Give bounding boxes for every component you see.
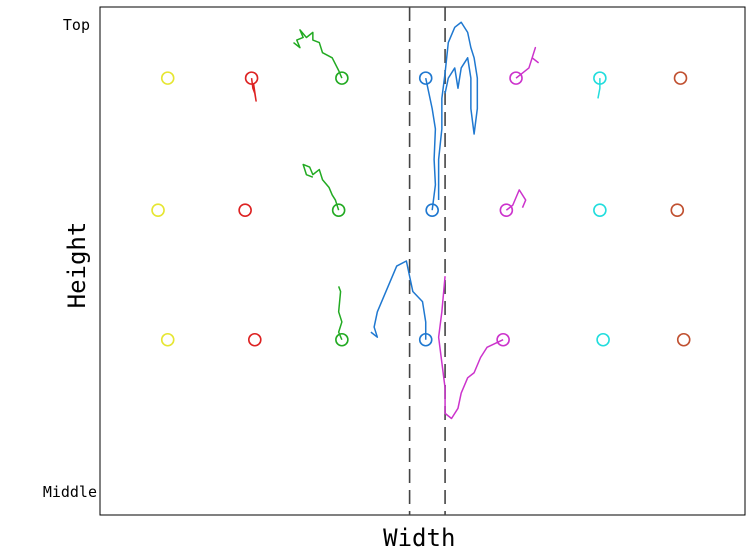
trajectory-line-6 — [437, 21, 479, 201]
marker-row3-point4 — [418, 332, 433, 347]
trajectory-line-1 — [250, 78, 257, 102]
x-axis-label: Width — [383, 524, 455, 550]
trajectory-line-3 — [302, 163, 340, 211]
marker-row3-point3 — [335, 332, 349, 347]
trajectory-line-9 — [505, 189, 527, 211]
trajectory-line-11 — [597, 78, 601, 99]
y-axis-label: Height — [63, 222, 91, 309]
marker-row1-point2 — [244, 71, 259, 85]
marker-row1-point1 — [160, 71, 175, 85]
marker-row1-point4 — [418, 71, 433, 85]
marker-row3-point1 — [160, 332, 175, 347]
marker-row2-point6 — [593, 203, 607, 217]
trajectory-line-4 — [337, 286, 343, 341]
marker-row3-point5 — [496, 332, 510, 347]
marker-row3-point2 — [248, 332, 262, 347]
plot-frame — [99, 6, 746, 516]
marker-row3-point6 — [596, 332, 610, 347]
marker-row2-point2 — [238, 203, 252, 217]
trajectory-line-10 — [437, 276, 504, 420]
trajectory-line-2 — [293, 29, 343, 79]
y-tick-label-top: Top — [63, 16, 90, 34]
marker-row1-point7 — [673, 71, 688, 85]
y-tick-label-bottom: Middle — [43, 483, 97, 501]
marker-row2-point4 — [425, 203, 439, 217]
trajectory-line-7 — [370, 260, 427, 340]
marker-row2-point5 — [499, 203, 514, 217]
marker-row2-point7 — [670, 203, 685, 217]
marker-row3-point7 — [676, 332, 691, 347]
marker-row2-point1 — [151, 203, 165, 217]
marker-row2-point3 — [331, 203, 346, 217]
marker-row1-point6 — [593, 71, 607, 85]
marker-row1-point3 — [335, 71, 349, 85]
marker-row1-point5 — [509, 71, 523, 85]
trajectory-line-8 — [515, 46, 540, 79]
trajectory-line-5 — [424, 77, 437, 211]
